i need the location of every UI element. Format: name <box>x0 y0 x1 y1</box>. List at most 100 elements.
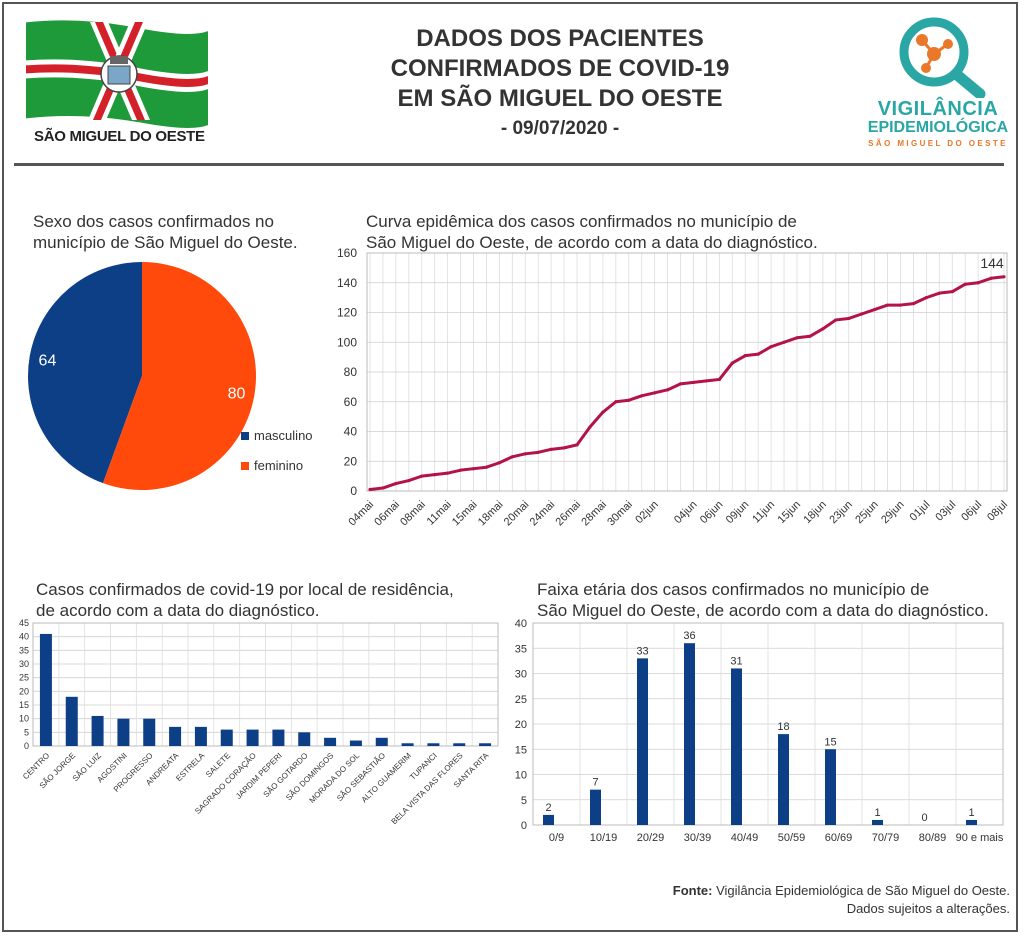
bar-7 <box>220 729 233 746</box>
category-label: 80/89 <box>919 832 947 844</box>
bar-10 <box>298 732 311 746</box>
curve-point <box>549 447 553 451</box>
curve-point <box>937 291 941 295</box>
curve-point <box>614 400 618 404</box>
bar-1 <box>65 696 78 746</box>
curve-point <box>471 467 476 471</box>
y-tick-label: 20 <box>344 454 358 468</box>
magnifier-logo-icon <box>899 17 986 98</box>
bar-0 <box>39 633 52 746</box>
bar-value-label: 18 <box>777 721 789 733</box>
x-tick-label: 09jun <box>724 499 752 527</box>
curve-point <box>1002 275 1006 279</box>
category-label: 90 e mais <box>956 832 1004 844</box>
age-chart-title: Faixa etária dos casos confirmados no mu… <box>537 579 989 621</box>
curve-point <box>458 468 463 472</box>
bar-5 <box>169 726 182 746</box>
curve-point <box>847 316 851 321</box>
curve-point <box>575 443 579 447</box>
curve-point <box>691 380 696 385</box>
category-label: 60/69 <box>825 832 853 844</box>
y-tick-label: 25 <box>515 694 527 706</box>
line-chart-title: Curva epidêmica dos casos confirmados no… <box>366 211 818 253</box>
legend-swatch-feminino <box>241 462 249 470</box>
y-tick-label: 10 <box>515 770 527 782</box>
header-divider <box>14 163 1004 166</box>
bar-9 <box>272 729 285 746</box>
x-tick-label: 15jun <box>776 499 804 527</box>
curve-point <box>484 465 489 469</box>
age-title-line-2: São Miguel do Oeste, de acordo com a dat… <box>537 601 989 620</box>
y-tick-label: 120 <box>337 306 357 320</box>
plot-frame <box>532 622 1004 826</box>
bar-value-label: 1 <box>968 807 974 819</box>
x-tick-label: 29jun <box>879 499 907 527</box>
x-tick-label: 01jul <box>908 499 933 524</box>
bar-4 <box>143 718 156 746</box>
y-tick-label: 30 <box>19 659 29 669</box>
x-tick-label: 30mai <box>605 499 635 529</box>
y-tick-label: 160 <box>337 246 357 260</box>
agency-logo-line3: SÃO MIGUEL DO OESTE <box>868 139 1008 148</box>
bar-11 <box>324 737 337 746</box>
curve-point <box>368 487 372 492</box>
pie-title-line-2: município de São Miguel do Oeste. <box>33 233 298 252</box>
bar-5 <box>778 734 789 825</box>
bar-0 <box>543 814 554 825</box>
curve-point <box>601 410 605 414</box>
bar-value-label: 0 <box>921 812 927 824</box>
bar-value-label: 36 <box>683 630 695 642</box>
curve-point <box>873 307 877 312</box>
y-tick-label: 140 <box>337 276 357 290</box>
bairro-chart-title: Casos confirmados de covid-19 por local … <box>36 579 454 621</box>
x-tick-label: 25jun <box>853 499 881 527</box>
x-tick-label: 24mai <box>528 499 558 529</box>
legend-label-masculino: masculino <box>254 428 313 443</box>
pie-slice-feminino <box>103 262 257 490</box>
age-title-line-1: Faixa etária dos casos confirmados no mu… <box>537 580 930 599</box>
title-line-1: DADOS DOS PACIENTES <box>416 25 704 52</box>
pie-title-line-1: Sexo dos casos confirmados no <box>33 212 274 231</box>
last-value-label: 144 <box>980 255 1004 271</box>
y-tick-label: 100 <box>337 335 357 349</box>
bar-13 <box>375 737 388 746</box>
bar-2 <box>637 658 648 825</box>
y-tick-label: 20 <box>19 686 29 696</box>
curve-point <box>756 352 760 356</box>
curve-point <box>743 354 747 358</box>
curve-point <box>640 394 644 398</box>
pie-value-label: 64 <box>39 352 57 369</box>
legend-label-feminino: feminino <box>254 458 303 473</box>
bar-9 <box>966 819 977 825</box>
x-tick-label: 03jul <box>933 499 958 524</box>
bar-1 <box>590 789 601 825</box>
curve-point <box>523 452 527 456</box>
curve-point <box>860 312 864 316</box>
y-tick-label: 15 <box>515 744 527 756</box>
bairro-title-line-2: de acordo com a data do diagnóstico. <box>36 601 320 620</box>
bar-value-label: 31 <box>730 655 742 667</box>
x-tick-label: 02jun <box>633 499 661 527</box>
curve-point <box>911 301 916 306</box>
line-title-line-1: Curva epidêmica dos casos confirmados no… <box>366 212 797 231</box>
y-tick-label: 0 <box>350 484 357 498</box>
category-label: 0/9 <box>549 832 564 844</box>
curve-point <box>420 474 424 478</box>
curve-point <box>665 388 670 392</box>
agency-logo-line1: VIGILÂNCIA <box>877 98 999 120</box>
x-tick-label: 20mai <box>502 499 532 529</box>
curve-point <box>834 318 838 322</box>
curve-point <box>562 446 566 450</box>
y-tick-label: 15 <box>19 700 29 710</box>
pie-slice-masculino <box>28 262 142 484</box>
y-tick-label: 40 <box>19 632 29 642</box>
y-tick-label: 35 <box>515 643 527 655</box>
curve-point <box>782 340 786 344</box>
y-tick-label: 40 <box>515 618 527 630</box>
title-date: - 09/07/2020 - <box>500 118 620 139</box>
curve-point <box>795 336 799 340</box>
epidemic-curve-line <box>369 275 1005 492</box>
bar-value-label: 1 <box>874 807 880 819</box>
